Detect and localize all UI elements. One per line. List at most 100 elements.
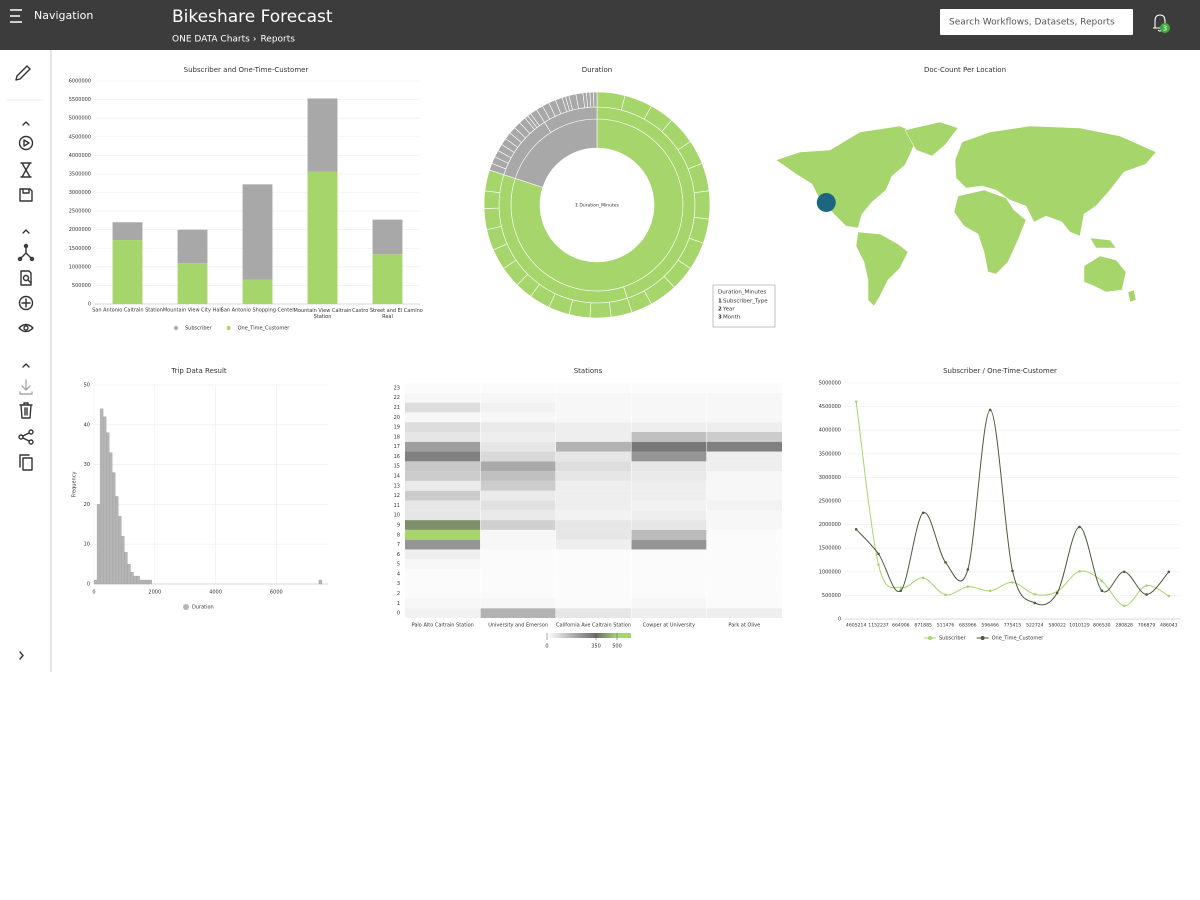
y-tick-label: 6 bbox=[397, 552, 400, 558]
y-tick-label: 2000000 bbox=[819, 522, 841, 528]
x-tick-label: 580022 bbox=[1048, 623, 1066, 629]
x-tick-label: 511476 bbox=[937, 623, 955, 629]
data-point bbox=[1145, 584, 1148, 587]
data-point bbox=[988, 408, 992, 412]
heatmap-cell bbox=[480, 412, 556, 423]
heatmap-cell bbox=[555, 490, 632, 501]
y-tick-label: 7 bbox=[397, 542, 400, 548]
heatmap-cell bbox=[405, 520, 481, 530]
y-tick-label: 21 bbox=[394, 405, 400, 411]
copy-icon[interactable] bbox=[19, 454, 33, 471]
heatmap-cell bbox=[405, 392, 481, 403]
collapse-icon[interactable] bbox=[22, 229, 30, 234]
nav-label[interactable]: Navigation bbox=[34, 9, 93, 22]
delete-icon[interactable] bbox=[19, 402, 33, 419]
heatmap-cell bbox=[405, 598, 481, 609]
share-icon[interactable] bbox=[18, 429, 34, 445]
breadcrumb-link[interactable]: Reports bbox=[260, 35, 295, 45]
expand-icon[interactable] bbox=[19, 651, 24, 660]
heatmap-cell bbox=[405, 471, 481, 481]
sunburst-segment bbox=[593, 91, 598, 108]
histogram-bar bbox=[118, 516, 122, 585]
heatmap-cell bbox=[405, 559, 481, 570]
heatmap-cell bbox=[706, 578, 782, 589]
sidebar bbox=[0, 50, 50, 672]
heatmap-cell bbox=[480, 520, 556, 530]
colorbar-label: 350 bbox=[591, 644, 601, 650]
heatmap-cell bbox=[706, 569, 782, 579]
histogram-bar bbox=[112, 472, 116, 585]
heatmap-cell bbox=[706, 539, 782, 550]
heatmap-cell bbox=[706, 490, 782, 501]
heatmap-cell bbox=[555, 549, 632, 560]
x-tick-label: 486043 bbox=[1160, 623, 1178, 629]
heatmap-cell bbox=[555, 569, 632, 579]
heatmap-cell bbox=[405, 441, 481, 452]
legend-marker bbox=[174, 326, 178, 330]
colorbar-label: 0 bbox=[545, 644, 548, 650]
inspect-icon[interactable] bbox=[20, 270, 32, 286]
heatmap-cell bbox=[631, 510, 707, 521]
heatmap-cell bbox=[555, 500, 632, 511]
edit-icon[interactable] bbox=[15, 65, 31, 81]
y-tick-label: 5500000 bbox=[69, 97, 91, 103]
menu-button[interactable] bbox=[10, 9, 22, 23]
search-placeholder[interactable]: Search Workflows, Datasets, Reports bbox=[949, 18, 1115, 28]
notifications-button[interactable] bbox=[1153, 14, 1170, 33]
data-point bbox=[1078, 570, 1081, 573]
heatmap-cell bbox=[631, 549, 707, 560]
heatmap-cell bbox=[631, 451, 707, 462]
line-series bbox=[855, 401, 1170, 607]
heatmap-cell bbox=[555, 559, 632, 570]
line-chart: Subscriber / One-Time-Customer 0 500000 100… bbox=[819, 367, 1180, 642]
download-icon[interactable] bbox=[19, 379, 33, 395]
heatmap-cell bbox=[555, 392, 632, 403]
breadcrumb-link[interactable]: ONE DATA Charts bbox=[172, 35, 250, 45]
add-icon[interactable] bbox=[18, 295, 34, 311]
x-tick-label: 683966 bbox=[959, 623, 977, 629]
heatmap-cell bbox=[405, 451, 481, 462]
collapse-icon[interactable] bbox=[22, 363, 30, 368]
y-tick-label: 2500000 bbox=[69, 209, 91, 215]
x-tick-label: 596466 bbox=[981, 623, 999, 629]
heatmap-cell bbox=[405, 588, 481, 599]
merge-icon[interactable] bbox=[17, 243, 35, 262]
x-tick-label: California Ave Caltrain Station bbox=[556, 623, 631, 629]
data-point bbox=[877, 552, 880, 556]
heatmap-cell bbox=[631, 431, 707, 442]
heatmap-cell bbox=[631, 471, 707, 481]
heatmap-cell bbox=[706, 392, 782, 403]
heatmap-cell bbox=[405, 608, 481, 618]
data-point bbox=[966, 568, 970, 571]
x-tick-label: 4605214 bbox=[846, 623, 867, 629]
data-point bbox=[1033, 601, 1037, 605]
line-series bbox=[855, 409, 1170, 606]
schedule-icon[interactable] bbox=[20, 162, 32, 178]
heatmap-cell bbox=[706, 402, 782, 413]
heatmap-cell bbox=[480, 451, 556, 462]
histogram-chart: Trip Data Result 0 10 20 30 40 50 0 2000 4000 6000… bbox=[72, 367, 328, 611]
y-tick-label: 10 bbox=[84, 542, 90, 548]
heatmap-cell bbox=[405, 412, 481, 423]
heatmap-cell bbox=[631, 412, 707, 423]
bar-segment bbox=[372, 219, 403, 255]
heatmap-cell bbox=[631, 402, 707, 413]
heatmap-cell bbox=[706, 500, 782, 511]
legend-label: Subscriber_Type bbox=[723, 299, 768, 305]
data-point bbox=[899, 586, 903, 589]
y-tick-label: 1500000 bbox=[819, 546, 841, 552]
collapse-icon[interactable] bbox=[22, 121, 30, 126]
save-icon[interactable] bbox=[19, 188, 33, 202]
heatmap-cell bbox=[555, 520, 632, 530]
y-tick-label: 500000 bbox=[72, 283, 91, 289]
y-tick-label: 4000000 bbox=[69, 153, 91, 159]
legend-marker bbox=[928, 636, 932, 640]
heatmap-cell bbox=[555, 412, 632, 423]
run-icon[interactable] bbox=[18, 135, 34, 151]
view-icon[interactable] bbox=[18, 323, 34, 333]
heatmap-cell bbox=[405, 549, 481, 560]
search-box[interactable] bbox=[940, 9, 1133, 35]
x-tick-label: 2000 bbox=[148, 590, 161, 596]
x-tick-label: 871885 bbox=[914, 623, 932, 629]
